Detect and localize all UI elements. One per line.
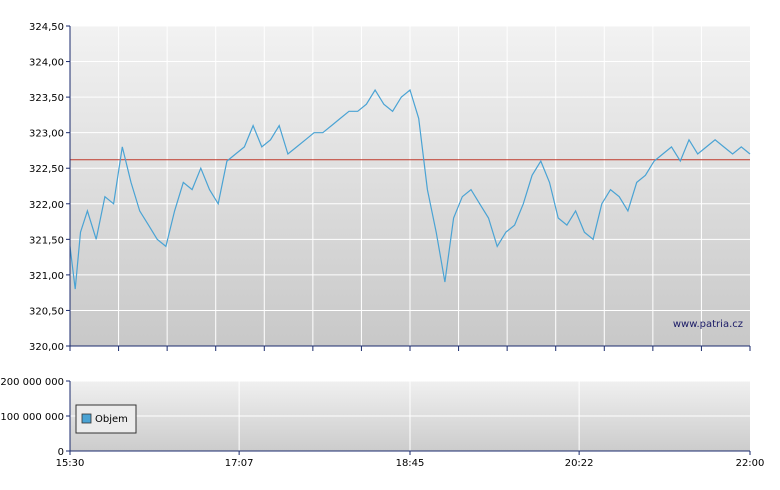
x-tick-label: 15:30 (56, 458, 85, 469)
price-y-tick-label: 322,50 (29, 164, 64, 175)
price-y-tick-label: 324,00 (29, 58, 64, 69)
price-y-tick-label: 323,00 (29, 129, 64, 140)
price-y-ticks: 320,00 320,50 321,00 321,50 322,00 322,50 323,… (29, 22, 70, 353)
price-y-tick-label: 321,00 (29, 271, 64, 282)
price-y-tick-label: 324,50 (29, 22, 64, 33)
volume-y-ticks: 0 100 000 000 200 000 000 (0, 377, 70, 458)
x-tick-label: 20:22 (565, 458, 594, 469)
volume-grid (70, 380, 750, 451)
price-grid (70, 25, 750, 346)
volume-y-tick-label: 0 (58, 447, 64, 458)
x-tick-label: 18:45 (396, 458, 425, 469)
price-y-tick-label: 322,00 (29, 200, 64, 211)
price-y-tick-label: 320,50 (29, 306, 64, 317)
volume-y-tick-label: 100 000 000 (0, 412, 64, 423)
price-series-line (69, 88, 751, 290)
volume-legend: Objem (75, 404, 137, 434)
x-axis-ticks: 15:30 17:07 18:45 20:22 22:00 (56, 451, 765, 469)
price-y-tick-label: 320,00 (29, 342, 64, 353)
watermark: www.patria.cz (673, 319, 743, 330)
legend-label-objem: Objem (95, 414, 128, 425)
x-tick-label: 17:07 (225, 458, 254, 469)
legend-swatch-objem (81, 413, 92, 424)
volume-y-tick-label: 200 000 000 (0, 377, 64, 388)
price-y-tick-label: 321,50 (29, 235, 64, 246)
x-tick-label: 22:00 (736, 458, 765, 469)
price-y-tick-label: 323,50 (29, 93, 64, 104)
price-x-tick-marks (69, 346, 751, 351)
